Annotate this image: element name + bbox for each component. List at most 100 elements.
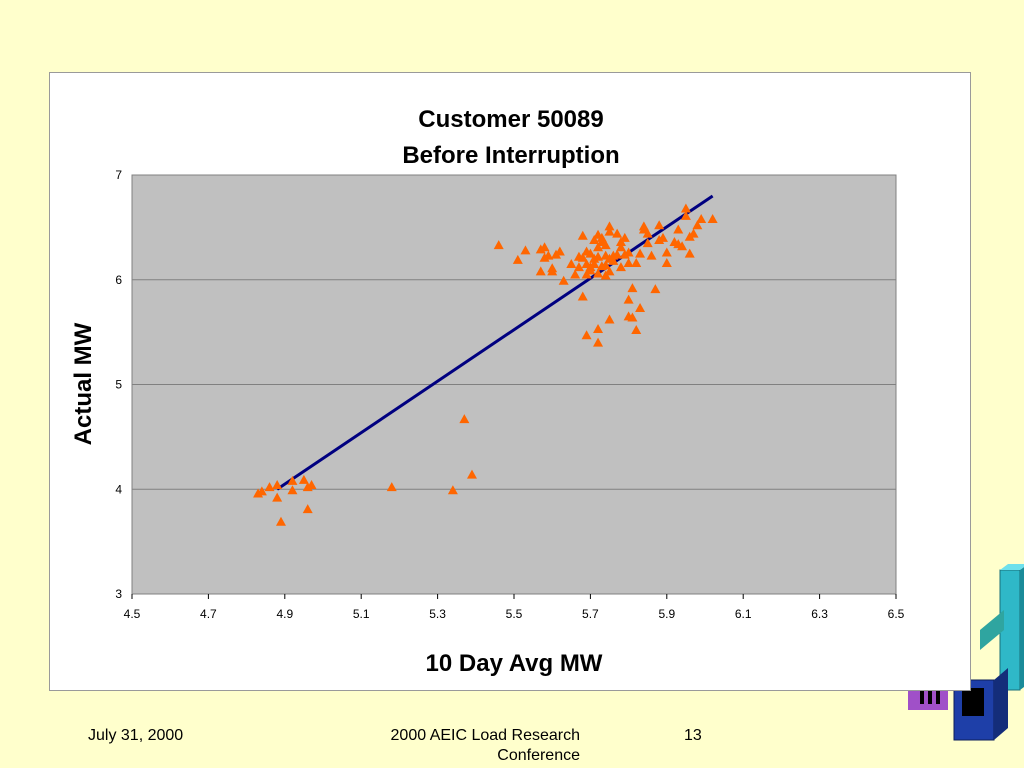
data-point [673,224,684,234]
y-tick-label: 4 [115,482,122,496]
chart-panel: Customer 50089 Before Interruption 3 4 5 6 7… [49,72,971,691]
data-point [466,469,477,479]
data-point [593,242,604,252]
data-point [577,291,588,301]
data-point [386,482,397,492]
y-axis-ticks: 3 4 5 6 7 [115,168,122,601]
data-point [684,248,695,258]
data-point [447,485,458,495]
data-point [459,414,470,424]
data-point [512,254,523,264]
x-tick-label: 5.3 [429,607,446,621]
data-point [604,226,615,236]
data-point [707,213,718,223]
data-point [619,232,630,242]
data-point [543,250,554,260]
data-point [593,323,604,333]
data-point [646,250,657,260]
data-point [631,257,642,267]
data-point [692,220,703,230]
data-point [272,480,283,490]
data-point [661,257,672,267]
data-point [650,284,661,294]
chart-title: Customer 50089 [418,106,603,133]
data-point [577,252,588,262]
data-point [585,265,596,275]
data-point [627,283,638,293]
data-point [612,228,623,238]
scatter-chart: Customer 50089 Before Interruption 3 4 5 6 7… [70,106,905,677]
data-point [612,249,623,259]
data-point [642,228,653,238]
decorative-building-clipart [908,564,1024,741]
clipart-tower-icon [980,564,1024,691]
footer-page-number: 13 [684,727,702,744]
x-tick-label: 4.5 [124,607,141,621]
data-point [589,234,600,244]
data-point [585,248,596,258]
chart-subtitle: Before Interruption [402,142,619,169]
data-point [581,330,592,340]
data-point [593,337,604,347]
data-point [302,504,313,514]
data-point [680,210,691,220]
data-point [566,259,577,269]
data-point [654,220,665,230]
data-point [275,516,286,526]
data-point [493,240,504,250]
footer-date: July 31, 2000 [88,727,184,744]
data-point [573,262,584,272]
data-point [577,230,588,240]
data-points [253,203,718,526]
data-point [635,303,646,313]
data-point [657,232,668,242]
data-point [600,260,611,270]
trendline-group [276,194,714,491]
y-tick-label: 7 [115,168,122,182]
data-point [604,266,615,276]
gridlines [132,279,896,490]
data-point [520,245,531,255]
data-point [661,247,672,257]
data-point [287,485,298,495]
data-point [272,492,283,502]
y-tick-label: 3 [115,587,122,601]
data-point [615,262,626,272]
data-point [287,475,298,485]
x-axis-label: 10 Day Avg MW [426,650,603,677]
data-point [554,246,565,256]
y-tick-label: 5 [115,378,122,392]
x-tick-label: 5.5 [506,607,523,621]
data-point [635,248,646,258]
x-tick-label: 6.3 [811,607,828,621]
data-point [604,221,615,231]
data-point [631,325,642,335]
data-point [264,482,275,492]
x-tick-label: 6.1 [735,607,752,621]
data-point [306,480,317,490]
x-tick-label: 4.7 [200,607,217,621]
data-point [547,263,558,273]
data-point [642,238,653,248]
footer-conference: 2000 AEIC Load Research Conference [390,727,580,764]
data-point [298,474,309,484]
data-point [593,268,604,278]
data-point [688,228,699,238]
data-point [623,257,634,267]
trendline [276,194,714,491]
x-tick-label: 6.5 [888,607,905,621]
data-point [623,294,634,304]
x-tick-label: 5.9 [658,607,675,621]
data-point [589,259,600,269]
x-tick-label: 5.7 [582,607,599,621]
data-point [570,269,581,279]
data-point [677,241,688,251]
y-tick-label: 6 [115,273,122,287]
x-tick-label: 5.1 [353,607,370,621]
data-point [680,203,691,213]
data-point [623,247,634,257]
data-point [608,255,619,265]
clipart-building-icon [953,668,1008,741]
data-point [256,486,267,496]
x-tick-label: 4.9 [276,607,293,621]
